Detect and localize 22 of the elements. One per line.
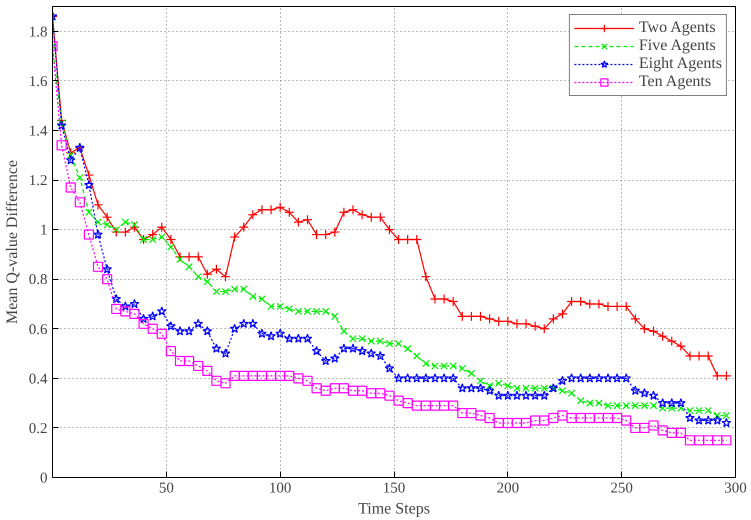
y-tick-label: 0.8 [28,272,48,288]
legend-label: Eight Agents [638,55,722,73]
y-tick-label: 0.4 [28,371,48,388]
y-tick-label: 1.6 [28,74,48,90]
y-tick-label: 0.6 [28,322,48,338]
x-tick-label: 50 [158,480,174,496]
x-tick-label: 100 [268,480,292,496]
y-tick-label: 0.2 [28,420,48,437]
x-tick-label: 200 [496,480,520,496]
y-tick-label: 1.2 [28,173,48,190]
x-axis-title: Time Steps [358,500,430,518]
legend-label: Two Agents [638,19,716,37]
x-tick-label: 150 [382,480,406,496]
legend-label: Five Agents [638,37,716,55]
y-tick-label: 0 [40,470,48,486]
y-tick-label: 1.8 [28,24,48,40]
x-tick-label: 300 [724,480,747,496]
y-axis-title: Mean Q-value Difference [4,160,21,324]
legend-label: Ten Agents [638,73,712,91]
y-tick-label: 1 [40,222,48,239]
x-tick-label: 250 [610,480,633,496]
y-tick-label: 1.4 [28,123,48,140]
